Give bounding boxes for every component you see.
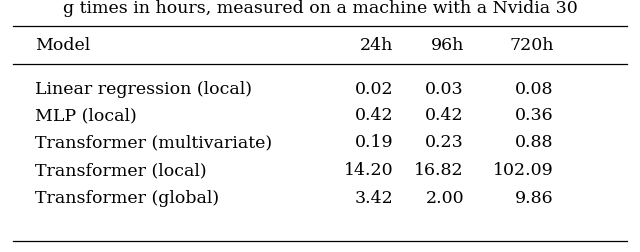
Text: 16.82: 16.82 xyxy=(414,162,464,179)
Text: 9.86: 9.86 xyxy=(515,189,554,206)
Text: 0.03: 0.03 xyxy=(426,80,464,97)
Text: 102.09: 102.09 xyxy=(493,162,554,179)
Text: Linear regression (local): Linear regression (local) xyxy=(35,80,252,97)
Text: MLP (local): MLP (local) xyxy=(35,107,137,124)
Text: Transformer (global): Transformer (global) xyxy=(35,189,220,206)
Text: 0.02: 0.02 xyxy=(355,80,394,97)
Text: 24h: 24h xyxy=(360,37,394,54)
Text: Model: Model xyxy=(35,37,90,54)
Text: 0.19: 0.19 xyxy=(355,134,394,151)
Text: 3.42: 3.42 xyxy=(355,189,394,206)
Text: Transformer (local): Transformer (local) xyxy=(35,162,207,179)
Text: 0.08: 0.08 xyxy=(515,80,554,97)
Text: Transformer (multivariate): Transformer (multivariate) xyxy=(35,134,273,151)
Text: 2.00: 2.00 xyxy=(426,189,464,206)
Text: 0.23: 0.23 xyxy=(425,134,464,151)
Text: 96h: 96h xyxy=(431,37,464,54)
Text: 0.88: 0.88 xyxy=(515,134,554,151)
Text: 14.20: 14.20 xyxy=(344,162,394,179)
Text: 0.36: 0.36 xyxy=(515,107,554,124)
Text: 720h: 720h xyxy=(509,37,554,54)
Text: g times in hours, measured on a machine with a Nvidia 30: g times in hours, measured on a machine … xyxy=(63,0,577,17)
Text: 0.42: 0.42 xyxy=(426,107,464,124)
Text: 0.42: 0.42 xyxy=(355,107,394,124)
